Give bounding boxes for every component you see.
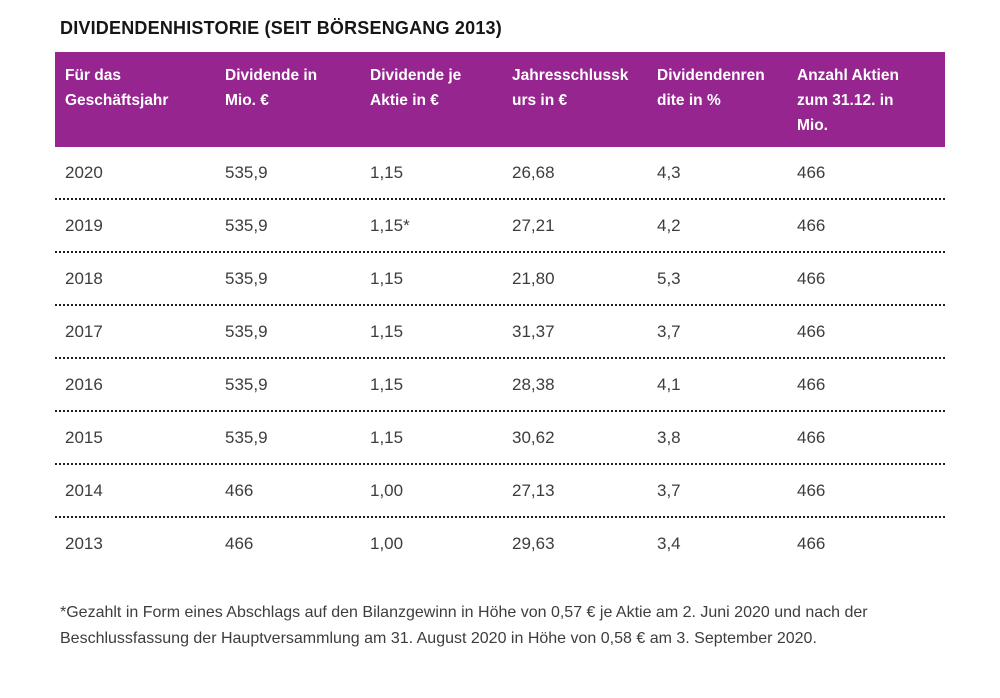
row-separator — [55, 304, 945, 306]
row-separator — [55, 251, 945, 253]
year-cell: 2018 — [65, 268, 103, 288]
column-header-anzahl-aktien: Anzahl Aktien zum 31.12. in Mio. — [797, 67, 899, 134]
table-row-2015: 2015 535,9 1,15 30,62 3,8 466 — [55, 412, 945, 463]
table-cell: 3,4 — [657, 533, 681, 553]
year-cell: 2017 — [65, 321, 103, 341]
row-separator — [55, 357, 945, 359]
footnote-text: *Gezahlt in Form eines Abschlags auf den… — [60, 604, 868, 647]
year-cell: 2015 — [65, 427, 103, 447]
dividend-history-page: DIVIDENDENHISTORIE (SEIT BÖRSENGANG 2013… — [55, 18, 945, 647]
table-cell: 4,3 — [657, 162, 681, 182]
table-cell: 535,9 — [225, 321, 268, 341]
table-cell: 3,7 — [657, 321, 681, 341]
table-cell: 21,80 — [512, 268, 555, 288]
table-cell: 466 — [797, 215, 826, 235]
year-cell: 2016 — [65, 374, 103, 394]
table-cell: 26,68 — [512, 162, 555, 182]
page-title: DIVIDENDENHISTORIE (SEIT BÖRSENGANG 2013… — [60, 18, 502, 38]
year-cell: 2014 — [65, 480, 103, 500]
table-cell: 466 — [797, 268, 826, 288]
year-cell: 2020 — [65, 162, 103, 182]
table-cell: 466 — [797, 374, 826, 394]
table-cell: 1,15 — [370, 162, 404, 182]
table-cell: 466 — [797, 162, 826, 182]
table-cell: 27,21 — [512, 215, 555, 235]
table-cell: 1,00 — [370, 480, 404, 500]
table-cell: 466 — [225, 533, 254, 553]
table-cell: 535,9 — [225, 427, 268, 447]
table-cell: 29,63 — [512, 533, 555, 553]
year-cell: 2013 — [65, 533, 103, 553]
table-row-2016: 2016 535,9 1,15 28,38 4,1 466 — [55, 359, 945, 410]
table-row-2019: 2019 535,9 1,15* 27,21 4,2 466 — [55, 200, 945, 251]
table-cell: 466 — [797, 321, 826, 341]
table-cell: 535,9 — [225, 215, 268, 235]
column-header-dividendenrendite: Dividendenren dite in % — [657, 67, 765, 109]
row-separator — [55, 410, 945, 412]
row-separator — [55, 516, 945, 518]
table-row-2013: 2013 466 1,00 29,63 3,4 466 — [55, 518, 945, 569]
table-cell: 1,15 — [370, 427, 404, 447]
table-cell: 4,2 — [657, 215, 681, 235]
table-header-row: Für das Geschäftsjahr Dividende in Mio. … — [55, 52, 945, 147]
column-header-geschaeftsjahr: Für das Geschäftsjahr — [65, 67, 169, 109]
table-cell: 5,3 — [657, 268, 681, 288]
table-cell: 3,7 — [657, 480, 681, 500]
row-separator — [55, 198, 945, 200]
column-header-dividende-mio: Dividende in Mio. € — [225, 67, 318, 109]
table-cell: 1,00 — [370, 533, 404, 553]
column-header-dividende-je-aktie: Dividende je Aktie in € — [370, 67, 462, 109]
table-cell: 535,9 — [225, 374, 268, 394]
table-cell: 1,15* — [370, 215, 410, 235]
table-cell: 535,9 — [225, 268, 268, 288]
table-cell: 4,1 — [657, 374, 681, 394]
table-cell: 466 — [797, 480, 826, 500]
table-cell: 1,15 — [370, 374, 404, 394]
table-cell: 27,13 — [512, 480, 555, 500]
table-cell: 1,15 — [370, 268, 404, 288]
table-cell: 31,37 — [512, 321, 555, 341]
table-row-2017: 2017 535,9 1,15 31,37 3,7 466 — [55, 306, 945, 357]
table-cell: 466 — [797, 427, 826, 447]
table-cell: 466 — [797, 533, 826, 553]
row-separator — [55, 463, 945, 465]
table-row-2014: 2014 466 1,00 27,13 3,7 466 — [55, 465, 945, 516]
column-header-jahresschlusskurs: Jahresschlussk urs in € — [512, 67, 629, 109]
dividend-history-table: Für das Geschäftsjahr Dividende in Mio. … — [55, 52, 945, 569]
table-cell: 535,9 — [225, 162, 268, 182]
table-row-2020: 2020 535,9 1,15 26,68 4,3 466 — [55, 147, 945, 198]
table-row-2018: 2018 535,9 1,15 21,80 5,3 466 — [55, 253, 945, 304]
table-cell: 30,62 — [512, 427, 555, 447]
table-cell: 28,38 — [512, 374, 555, 394]
table-cell: 466 — [225, 480, 254, 500]
table-cell: 3,8 — [657, 427, 681, 447]
year-cell: 2019 — [65, 215, 103, 235]
table-cell: 1,15 — [370, 321, 404, 341]
